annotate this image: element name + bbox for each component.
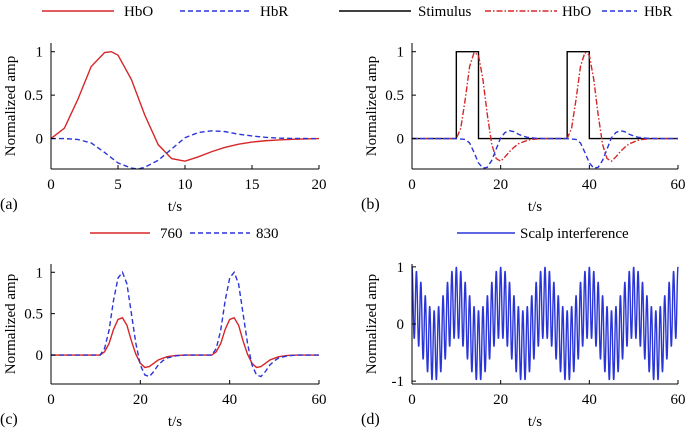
panel-b-x-tick-label: 40	[582, 177, 597, 193]
panel-d-series-scalp-interference	[411, 266, 679, 381]
panel-d-x-tick-label: 0	[408, 392, 416, 408]
panel-a-label: (a)	[0, 196, 18, 213]
panel-a-y-tick-label: 1	[36, 45, 44, 61]
panel-d-label: (d)	[361, 411, 380, 428]
panel-c-x-tick-label: 20	[133, 392, 148, 408]
panel-c-y-tick-label: 0	[36, 348, 44, 364]
panel-d-x-tick-label: 20	[493, 392, 508, 408]
panel-a-x-tick-label: 5	[114, 177, 122, 193]
legend-c-label-830: 830	[256, 226, 279, 242]
legend-b-label-hbo: HbO	[562, 4, 591, 20]
panel-d-y-tick-label: -1	[392, 374, 405, 390]
panel-b-series-stimulus	[412, 50, 678, 140]
panel-c-x-tick-label: 60	[312, 392, 327, 408]
panel-c-series-760	[51, 316, 319, 369]
panel-d-y-axis-label: Normalized amp	[364, 274, 380, 374]
panel-a-y-axis-label: Normalized amp	[3, 56, 19, 156]
panel-c-y-tick-label: 1	[36, 265, 44, 281]
panel-a-series-hbo	[50, 50, 320, 162]
panel-c-x-axis-label: t/s	[168, 414, 182, 430]
panel-b-y-tick-label: 0	[397, 132, 405, 148]
panel-d-y-tick-label: 1	[397, 260, 405, 276]
panel-b-series-hbr	[412, 130, 678, 169]
legend-b-label-hbr: HbR	[644, 4, 672, 20]
panel-a-x-tick-label: 15	[245, 177, 260, 193]
panel-b-y-tick-label: 1	[397, 45, 405, 61]
panel-c-y-axis-label: Normalized amp	[3, 274, 19, 374]
panel-d-y-tick-label: 0	[397, 317, 405, 333]
panel-a-x-axis-label: t/s	[168, 199, 182, 215]
panel-a-x-tick-label: 0	[47, 177, 55, 193]
legend-a-label-hbr: HbR	[260, 4, 288, 20]
panel-c-series-830	[51, 270, 319, 378]
panel-a-y-tick-label: 0.5	[24, 88, 43, 104]
legend-a-label-hbo: HbO	[124, 4, 153, 20]
panel-b-y-tick-label: 0.5	[385, 88, 404, 104]
panel-b-x-tick-label: 0	[408, 177, 416, 193]
panel-c-x-tick-label: 40	[222, 392, 237, 408]
legend-d-label-scalp-interference: Scalp interference	[520, 226, 629, 242]
panel-a-y-tick-label: 0	[36, 132, 44, 148]
panel-a-series-hbr	[51, 130, 320, 170]
panel-b-y-axis-label: Normalized amp	[364, 56, 380, 156]
legend-b-label-stimulus: Stimulus	[418, 4, 472, 20]
panel-b-x-tick-label: 20	[493, 177, 508, 193]
panel-d-x-tick-label: 60	[671, 392, 686, 408]
panel-d-x-tick-label: 40	[582, 392, 597, 408]
panel-b-x-axis-label: t/s	[528, 199, 542, 215]
panel-d-x-axis-label: t/s	[528, 414, 542, 430]
panel-b-x-tick-label: 60	[671, 177, 686, 193]
panel-b-series-hbo	[412, 51, 678, 163]
panel-a-x-tick-label: 10	[178, 177, 193, 193]
panel-c-y-tick-label: 0.5	[24, 307, 43, 323]
panel-c-x-tick-label: 0	[47, 392, 55, 408]
panel-a-x-tick-label: 20	[312, 177, 327, 193]
legend-c-label-760: 760	[160, 226, 183, 242]
panel-b-label: (b)	[361, 196, 380, 213]
panel-c-label: (c)	[0, 411, 18, 428]
